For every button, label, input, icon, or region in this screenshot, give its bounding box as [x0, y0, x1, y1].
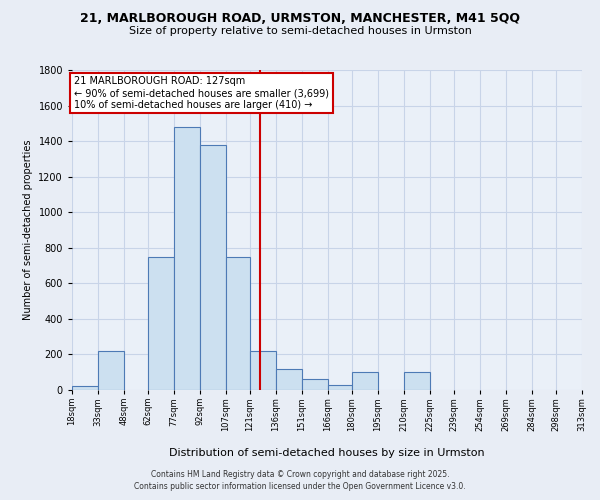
Bar: [98, 351, 124, 390]
Bar: [404, 372, 430, 390]
Bar: [174, 127, 200, 390]
Bar: [276, 368, 302, 390]
Bar: [148, 256, 174, 390]
Text: 21 MARLBOROUGH ROAD: 127sqm
← 90% of semi-detached houses are smaller (3,699)
10: 21 MARLBOROUGH ROAD: 127sqm ← 90% of sem…: [74, 76, 329, 110]
Text: Size of property relative to semi-detached houses in Urmston: Size of property relative to semi-detach…: [128, 26, 472, 36]
Bar: [302, 380, 328, 390]
Bar: [250, 351, 276, 390]
Bar: [200, 144, 226, 390]
Bar: [226, 256, 250, 390]
Y-axis label: Number of semi-detached properties: Number of semi-detached properties: [23, 140, 33, 320]
Bar: [352, 372, 378, 390]
Text: Distribution of semi-detached houses by size in Urmston: Distribution of semi-detached houses by …: [169, 448, 485, 458]
Text: 21, MARLBOROUGH ROAD, URMSTON, MANCHESTER, M41 5QQ: 21, MARLBOROUGH ROAD, URMSTON, MANCHESTE…: [80, 12, 520, 26]
Text: Contains HM Land Registry data © Crown copyright and database right 2025.: Contains HM Land Registry data © Crown c…: [151, 470, 449, 479]
Text: Contains public sector information licensed under the Open Government Licence v3: Contains public sector information licen…: [134, 482, 466, 491]
Bar: [328, 384, 352, 390]
Bar: [72, 386, 98, 390]
